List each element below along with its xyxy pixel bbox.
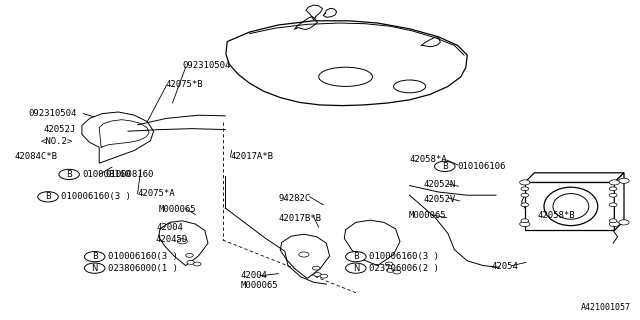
- Text: B: B: [353, 252, 359, 261]
- Text: A421001057: A421001057: [580, 303, 630, 312]
- Circle shape: [619, 220, 629, 225]
- Circle shape: [320, 274, 328, 278]
- Text: 023706006(2 ): 023706006(2 ): [369, 264, 438, 273]
- Polygon shape: [614, 173, 624, 230]
- Text: <NO.2>: <NO.2>: [41, 137, 73, 146]
- Text: 010006160(3 ): 010006160(3 ): [108, 252, 177, 261]
- Text: 010008160: 010008160: [82, 170, 131, 179]
- Polygon shape: [525, 182, 614, 230]
- Text: 010008160: 010008160: [106, 170, 154, 179]
- Text: 010006160(3 ): 010006160(3 ): [369, 252, 438, 261]
- Text: 42004: 42004: [241, 271, 268, 280]
- Circle shape: [609, 187, 617, 191]
- Circle shape: [385, 262, 393, 266]
- Circle shape: [346, 252, 366, 262]
- Polygon shape: [280, 234, 330, 278]
- Circle shape: [314, 273, 321, 276]
- Text: M000065: M000065: [408, 212, 446, 220]
- Text: 42045D: 42045D: [156, 236, 188, 244]
- Text: 42004: 42004: [157, 223, 184, 232]
- Circle shape: [193, 262, 201, 266]
- Circle shape: [521, 203, 529, 207]
- Text: B: B: [442, 162, 448, 171]
- Text: N: N: [92, 264, 98, 273]
- Text: 092310504: 092310504: [182, 61, 231, 70]
- Polygon shape: [344, 220, 400, 266]
- Text: 42017A*B: 42017A*B: [230, 152, 273, 161]
- Polygon shape: [525, 173, 624, 182]
- Polygon shape: [82, 112, 154, 163]
- Circle shape: [387, 268, 394, 272]
- Text: 42075*B: 42075*B: [165, 80, 203, 89]
- Text: 42084C*B: 42084C*B: [14, 152, 57, 161]
- Circle shape: [177, 239, 188, 244]
- Text: 092310504: 092310504: [29, 109, 77, 118]
- Ellipse shape: [553, 194, 589, 219]
- Circle shape: [186, 253, 193, 257]
- Text: 42058*B: 42058*B: [538, 212, 575, 220]
- Circle shape: [521, 219, 529, 223]
- Circle shape: [38, 192, 58, 202]
- Circle shape: [312, 266, 320, 270]
- Text: 42075*A: 42075*A: [138, 189, 175, 198]
- Circle shape: [84, 252, 105, 262]
- Circle shape: [521, 187, 529, 191]
- Text: M000065: M000065: [241, 281, 278, 290]
- Circle shape: [520, 221, 530, 227]
- Text: N: N: [353, 264, 359, 273]
- Text: 42058*A: 42058*A: [410, 156, 447, 164]
- Text: 42017B*B: 42017B*B: [278, 214, 321, 223]
- Text: 42052J: 42052J: [44, 125, 76, 134]
- Polygon shape: [226, 21, 467, 106]
- Text: 010006160(3 ): 010006160(3 ): [61, 192, 131, 201]
- Text: 42054: 42054: [492, 262, 518, 271]
- Circle shape: [84, 263, 105, 273]
- Text: B: B: [45, 192, 51, 201]
- Ellipse shape: [394, 80, 426, 93]
- Circle shape: [609, 193, 617, 197]
- Circle shape: [521, 193, 529, 197]
- Text: 42052V: 42052V: [424, 195, 456, 204]
- Text: B: B: [66, 170, 72, 179]
- Text: 94282C: 94282C: [278, 194, 310, 203]
- Circle shape: [520, 180, 530, 185]
- Circle shape: [619, 178, 629, 183]
- Ellipse shape: [544, 187, 598, 226]
- Text: 42052N: 42052N: [424, 180, 456, 189]
- Circle shape: [609, 219, 617, 223]
- Ellipse shape: [319, 67, 372, 86]
- Circle shape: [609, 180, 620, 185]
- Circle shape: [435, 161, 455, 172]
- Circle shape: [299, 252, 309, 257]
- Circle shape: [187, 260, 195, 264]
- Circle shape: [346, 263, 366, 273]
- Circle shape: [59, 169, 79, 180]
- Text: 023806000(1 ): 023806000(1 ): [108, 264, 177, 273]
- Circle shape: [609, 221, 620, 227]
- Polygon shape: [159, 221, 208, 266]
- Text: 010106106: 010106106: [458, 162, 506, 171]
- Circle shape: [393, 270, 401, 274]
- Circle shape: [609, 203, 617, 207]
- Text: M000065: M000065: [159, 205, 196, 214]
- Text: B: B: [92, 252, 98, 261]
